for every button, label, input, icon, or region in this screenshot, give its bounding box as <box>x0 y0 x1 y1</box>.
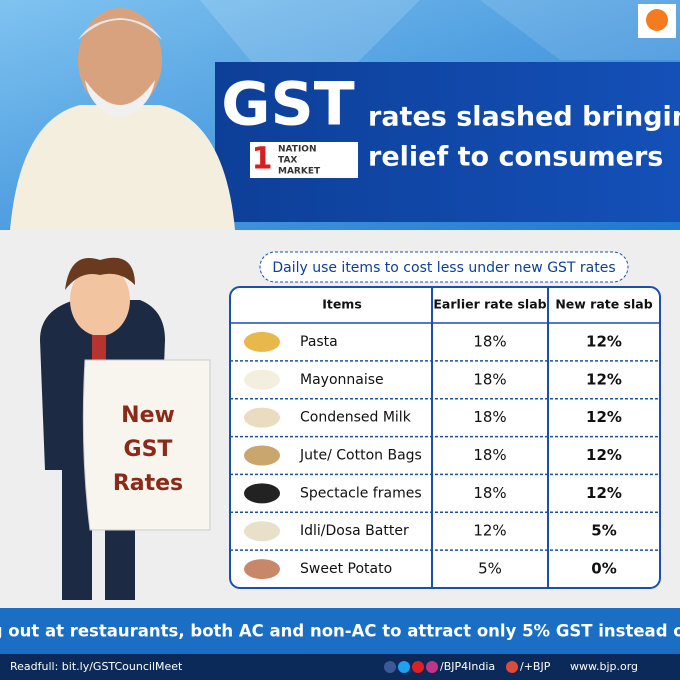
social-icon <box>398 661 410 673</box>
logo-text: NATION <box>278 145 316 155</box>
footer-handle: /BJP4India <box>440 660 495 673</box>
rate-cell: 12% <box>586 446 622 464</box>
item-name: Jute/ Cotton Bags <box>299 448 422 464</box>
column-header: Items <box>322 297 362 312</box>
item-icon <box>244 559 280 580</box>
decor <box>200 0 420 120</box>
column-header: New rate slab <box>555 297 652 312</box>
rate-cell: 5% <box>478 560 502 578</box>
logo-box <box>250 142 358 178</box>
item-icon <box>244 369 280 390</box>
item-name: Sweet Potato <box>300 561 392 577</box>
rate-cell: 18% <box>473 408 506 426</box>
item-icon <box>244 407 280 428</box>
item-name: Condensed Milk <box>300 410 412 426</box>
social-icon <box>412 661 424 673</box>
banner-bg <box>0 608 680 654</box>
social-icon <box>384 661 396 673</box>
footer-gplus: /+BJP <box>520 660 551 673</box>
footer-site: www.bjp.org <box>570 660 638 673</box>
rate-cell: 5% <box>591 522 616 540</box>
headline: rates slashed bringing <box>368 102 680 133</box>
rate-cell: 12% <box>586 370 622 388</box>
sign-text: GST <box>124 437 173 462</box>
rates-table: Items Earlier rate slab New rate slab Pasta… <box>229 286 661 589</box>
rate-cell: 12% <box>586 332 622 350</box>
logo-text: MARKET <box>278 167 321 177</box>
sign-text: Rates <box>113 471 183 496</box>
item-name: Idli/Dosa Batter <box>300 523 409 539</box>
subtitle: Daily use items to cost less under new G… <box>272 260 615 276</box>
social-icon <box>426 661 438 673</box>
item-icon <box>244 445 280 466</box>
item-icon <box>244 521 280 542</box>
party-logo-mark <box>646 9 668 31</box>
item-name: Mayonnaise <box>300 372 384 388</box>
sign <box>82 359 211 531</box>
gst-title: GST <box>221 70 354 140</box>
item-icon <box>244 331 280 352</box>
logo-text: TAX <box>278 156 297 166</box>
rate-cell: 12% <box>586 408 622 426</box>
headline: relief to consumers <box>368 142 663 173</box>
rate-cell: 18% <box>473 332 506 350</box>
item-icon <box>244 483 280 504</box>
rate-cell: 18% <box>473 446 506 464</box>
rate-cell: 0% <box>591 560 616 578</box>
decor <box>480 0 680 60</box>
footer-bg <box>0 654 680 680</box>
sign-text: New <box>121 403 175 428</box>
social-icon <box>506 661 518 673</box>
rate-cell: 18% <box>473 484 506 502</box>
column-header: Earlier rate slab <box>433 297 546 312</box>
portrait <box>10 8 235 230</box>
banner: Eating out at restaurants, both AC and n… <box>0 622 680 641</box>
footer-link: Readfull: bit.ly/GSTCouncilMeet <box>10 660 183 673</box>
logo-one: 1 <box>252 142 273 177</box>
item-name: Pasta <box>300 334 338 350</box>
rate-cell: 12% <box>473 522 506 540</box>
subtitle-pill <box>259 251 629 283</box>
rate-cell: 18% <box>473 370 506 388</box>
item-name: Spectacle frames <box>300 485 422 501</box>
rate-cell: 12% <box>586 484 622 502</box>
